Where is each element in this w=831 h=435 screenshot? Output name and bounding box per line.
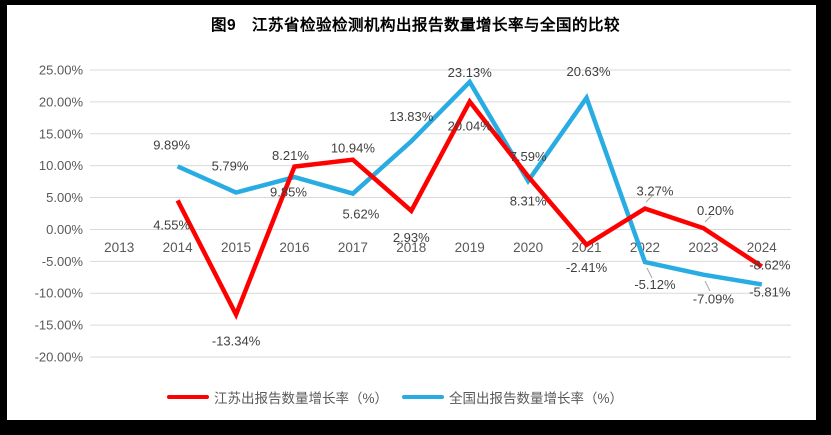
y-axis-tick-label: 20.00% [39, 94, 84, 109]
label-leader-line [645, 195, 653, 203]
x-axis-category-label: 2016 [279, 240, 309, 255]
x-axis-category-label: 2022 [630, 240, 660, 255]
x-axis-category-label: 2021 [572, 240, 602, 255]
legend-label-jiangsu: 江苏出报告数量增长率（%） [213, 391, 388, 406]
data-point-label: 10.94% [331, 141, 376, 156]
y-axis-tick-label: 5.00% [46, 190, 83, 205]
data-point-label: 9.85% [270, 185, 307, 200]
data-point-label: 3.27% [637, 184, 674, 199]
y-axis-tick-label: -20.00% [35, 350, 84, 365]
x-axis-category-label: 2014 [163, 240, 194, 255]
data-point-label: 0.20% [697, 203, 734, 218]
x-axis-category-label: 2017 [338, 240, 368, 255]
y-axis-tick-label: 0.00% [46, 222, 83, 237]
data-point-label: 9.89% [153, 137, 190, 152]
data-point-label: 5.79% [212, 159, 249, 174]
data-point-label: 23.13% [448, 65, 493, 80]
legend-item-jiangsu: 江苏出报告数量增长率（%） [166, 387, 388, 407]
data-point-label: 5.62% [342, 207, 379, 222]
label-leader-line [646, 267, 653, 279]
data-point-label: 7.59% [510, 149, 547, 164]
y-axis-tick-label: -15.00% [35, 318, 84, 333]
y-axis-tick-label: -10.00% [35, 286, 84, 301]
y-axis-tick-label: 15.00% [39, 126, 84, 141]
label-leader-line [704, 215, 712, 223]
data-point-label: 13.83% [389, 109, 434, 124]
data-point-label: 2.93% [393, 230, 430, 245]
label-leader-line [704, 280, 711, 292]
x-axis-category-label: 2015 [221, 240, 251, 255]
data-point-label: 20.04% [448, 119, 493, 134]
y-axis-tick-label: -5.00% [42, 254, 84, 269]
series-line [175, 97, 764, 320]
data-point-label: -2.41% [566, 260, 608, 275]
x-axis-category-label: 2024 [747, 240, 778, 255]
data-point-label: 4.55% [153, 217, 190, 232]
data-point-label: -7.09% [693, 292, 735, 307]
chart-legend: 江苏出报告数量增长率（%） 全国出报告数量增长率（%） [0, 387, 790, 407]
legend-line-red-icon [166, 394, 209, 400]
legend-label-national: 全国出报告数量增长率（%） [449, 391, 624, 406]
data-point-label: 8.21% [272, 148, 309, 163]
x-axis-category-label: 2023 [688, 240, 718, 255]
data-point-label: -5.12% [634, 277, 676, 292]
y-axis-tick-label: 10.00% [39, 158, 84, 173]
legend-line-blue-icon [402, 394, 444, 400]
series-line [176, 78, 763, 287]
chart-title: 图9 江苏省检验检测机构出报告数量增长率与全国的比较 [210, 17, 621, 34]
data-point-label: -5.81% [749, 284, 791, 299]
data-point-label: 8.31% [510, 193, 547, 208]
x-axis-category-label: 2013 [104, 240, 134, 255]
data-point-label: -8.62% [749, 257, 791, 272]
x-axis-category-label: 2018 [396, 240, 426, 255]
x-axis-category-label: 2020 [513, 240, 543, 255]
data-point-label: 20.63% [566, 64, 611, 79]
data-point-label: -13.34% [212, 334, 261, 349]
legend-item-national: 全国出报告数量增长率（%） [402, 387, 623, 407]
x-axis-category-label: 2019 [455, 240, 485, 255]
y-axis-tick-label: 25.00% [39, 63, 84, 78]
